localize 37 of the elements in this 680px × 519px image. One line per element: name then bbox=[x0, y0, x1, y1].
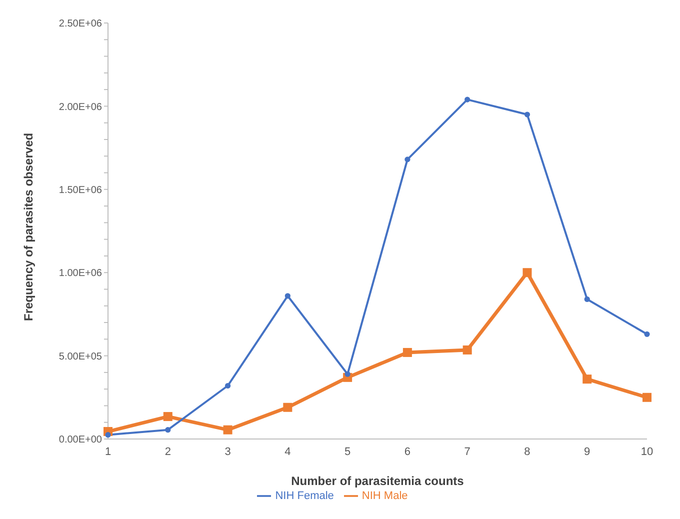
x-tick-label: 8 bbox=[524, 446, 530, 458]
x-tick-label: 9 bbox=[584, 446, 590, 458]
point bbox=[283, 402, 292, 412]
x-tick-label: 7 bbox=[464, 446, 470, 458]
y-tick-label: 1.00E+06 bbox=[58, 268, 102, 280]
point bbox=[462, 345, 472, 354]
y-tick-label: 2.00E+06 bbox=[58, 102, 102, 113]
point bbox=[223, 425, 232, 434]
x-tick-label: 6 bbox=[404, 446, 411, 458]
point bbox=[524, 112, 530, 118]
x-tick-label: 10 bbox=[640, 446, 654, 458]
x-tick-label: 1 bbox=[104, 446, 112, 458]
point bbox=[165, 427, 171, 433]
y-tick-label: 2.50E+06 bbox=[58, 18, 102, 30]
point bbox=[163, 412, 172, 422]
y-tick-label: 0.00E+00 bbox=[58, 434, 102, 446]
y-axis-title: Frequency of parasites observed bbox=[21, 132, 36, 321]
point bbox=[584, 296, 590, 302]
x-axis-title: Number of parasitemia counts bbox=[291, 474, 464, 488]
point bbox=[522, 268, 532, 278]
legend-label: NIH Female bbox=[275, 490, 334, 502]
x-tick-label: 4 bbox=[284, 446, 291, 458]
point bbox=[642, 392, 652, 402]
point bbox=[644, 331, 650, 337]
point bbox=[404, 156, 410, 162]
point bbox=[582, 374, 592, 384]
y-tick-label: 1.50E+06 bbox=[58, 184, 102, 196]
legend-label: NIH Male bbox=[362, 490, 408, 502]
x-tick-label: 3 bbox=[224, 446, 231, 458]
point bbox=[402, 348, 412, 357]
point bbox=[464, 96, 470, 102]
point bbox=[224, 382, 231, 389]
y-tick-label: 5.00E+05 bbox=[58, 351, 102, 362]
x-tick-label: 2 bbox=[164, 446, 171, 458]
point bbox=[344, 371, 350, 377]
x-tick-label: 5 bbox=[344, 446, 351, 458]
point bbox=[284, 293, 290, 299]
